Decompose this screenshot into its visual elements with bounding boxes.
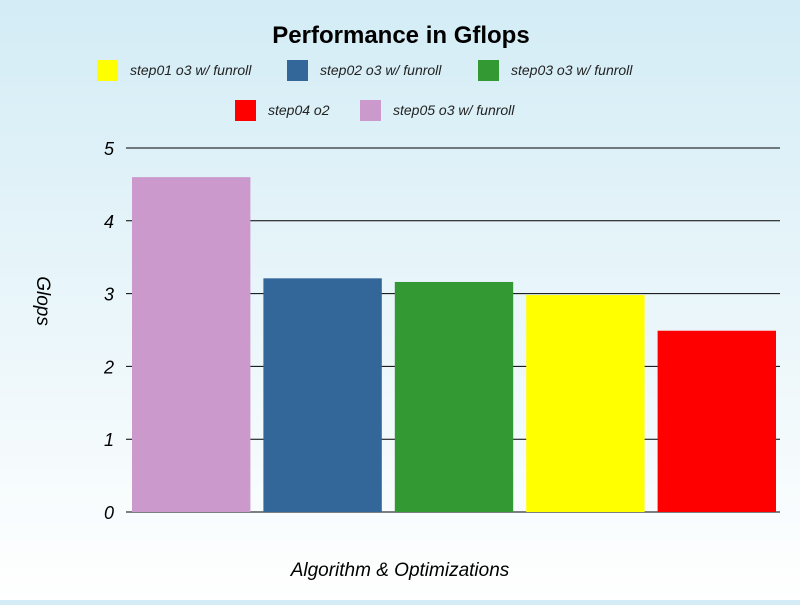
y-axis-label: Glops	[32, 276, 53, 326]
bar-step02	[263, 278, 382, 512]
legend-label: step01 o3 w/ funroll	[130, 62, 252, 78]
legend-item: step01 o3 w/ funroll	[97, 60, 252, 81]
y-tick-label: 5	[104, 139, 115, 159]
legend-swatch	[235, 100, 256, 121]
y-tick-label: 2	[103, 357, 114, 377]
legend-swatch	[97, 60, 118, 81]
y-tick-label: 4	[104, 212, 114, 232]
legend-swatch	[478, 60, 499, 81]
bar-step05	[132, 177, 251, 512]
legend-item: step02 o3 w/ funroll	[287, 60, 442, 81]
legend-label: step05 o3 w/ funroll	[393, 102, 515, 118]
legend-item: step04 o2	[235, 100, 330, 121]
chart-title: Performance in Gflops	[272, 22, 529, 49]
bar-step01	[526, 295, 645, 512]
bars	[132, 177, 776, 512]
bar-step03	[394, 281, 514, 512]
legend-item: step03 o3 w/ funroll	[478, 60, 633, 81]
y-tick-label: 3	[104, 285, 114, 305]
legend-swatch	[287, 60, 308, 81]
legend: step01 o3 w/ funroll step02 o3 w/ funroll…	[97, 60, 633, 121]
bar-step04	[657, 330, 776, 512]
legend-label: step02 o3 w/ funroll	[320, 62, 442, 78]
legend-label: step03 o3 w/ funroll	[511, 62, 633, 78]
legend-item: step05 o3 w/ funroll	[360, 100, 515, 121]
y-tick-label: 1	[104, 430, 114, 450]
legend-label: step04 o2	[268, 102, 330, 118]
y-tick-labels: 0 1 2 3 4 5	[103, 139, 115, 523]
x-axis-label: Algorithm & Optimizations	[290, 560, 510, 581]
y-tick-label: 0	[104, 503, 114, 523]
legend-swatch	[360, 100, 381, 121]
